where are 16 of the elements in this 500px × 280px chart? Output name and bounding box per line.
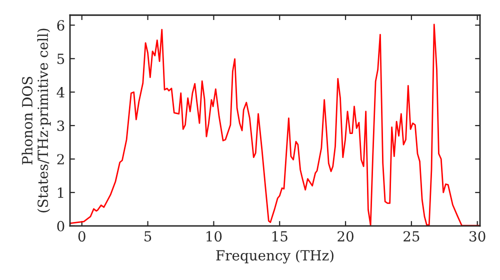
y-tick-label: 3: [57, 120, 64, 132]
x-tick-label: 30: [470, 231, 486, 242]
x-tick-label: 25: [404, 231, 420, 242]
x-tick-label: 5: [144, 231, 152, 242]
y-tick-label: 2: [57, 154, 64, 164]
x-tick-label: 20: [338, 231, 354, 242]
y-tick-label: 6: [57, 20, 64, 31]
y-tick-label: 4: [56, 87, 64, 98]
x-tick-label: 15: [272, 231, 288, 242]
y-tick-label: 5: [57, 54, 64, 64]
y-axis-title: Phonon DOS (States/THz·primitive cell): [22, 28, 51, 212]
y-tick-label: 1: [58, 187, 64, 198]
x-tick-label: 0: [78, 231, 86, 242]
x-tick-label: 10: [206, 231, 222, 242]
x-axis-title: Frequency (THz): [216, 250, 334, 264]
y-tick-label: 0: [57, 220, 64, 232]
